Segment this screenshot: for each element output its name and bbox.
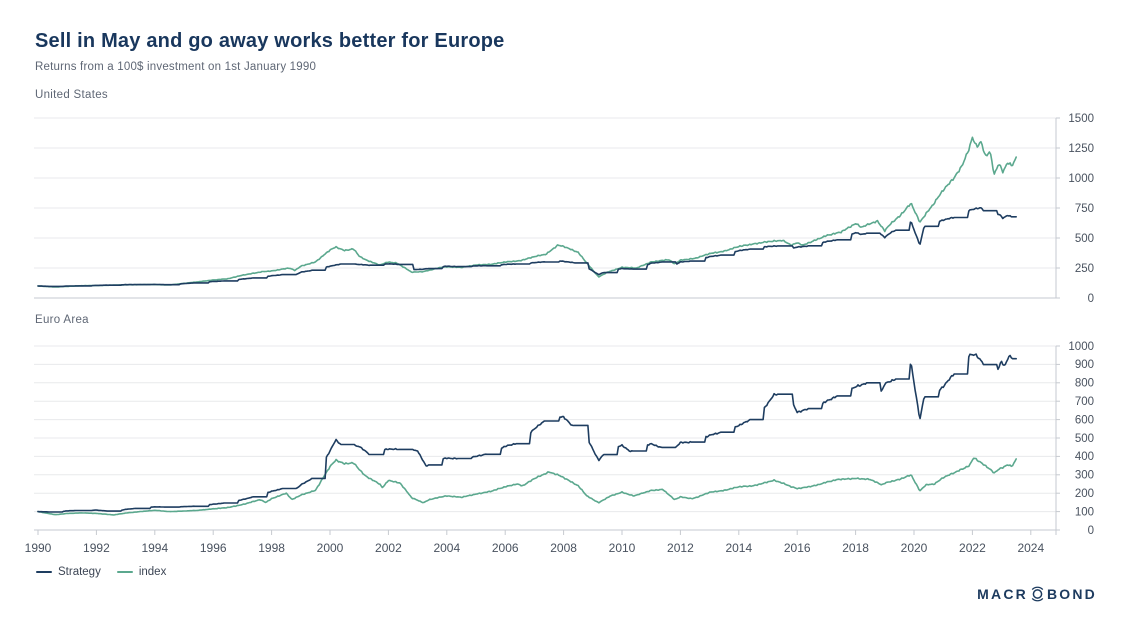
- svg-text:0: 0: [1088, 525, 1094, 537]
- panel-label-united-states: United States: [35, 89, 108, 101]
- logo-o-icon: [1031, 586, 1044, 602]
- svg-text:300: 300: [1075, 470, 1094, 482]
- strategy-line-swatch: [36, 570, 52, 574]
- svg-text:2010: 2010: [609, 541, 636, 555]
- svg-text:1990: 1990: [25, 541, 52, 555]
- svg-text:700: 700: [1075, 396, 1094, 408]
- index-line-swatch: [116, 570, 133, 574]
- svg-text:1996: 1996: [200, 541, 227, 555]
- svg-text:1992: 1992: [83, 541, 110, 555]
- svg-text:2002: 2002: [375, 541, 402, 555]
- svg-text:500: 500: [1075, 433, 1094, 445]
- svg-text:500: 500: [1075, 233, 1094, 245]
- svg-text:2014: 2014: [725, 541, 752, 555]
- svg-text:1000: 1000: [1068, 173, 1094, 185]
- legend-item-strategy: Strategy: [36, 566, 101, 578]
- svg-text:2016: 2016: [784, 541, 811, 555]
- panel-label-euro-area: Euro Area: [35, 314, 89, 326]
- svg-text:1250: 1250: [1068, 143, 1094, 155]
- page-title: Sell in May and go away works better for…: [35, 30, 505, 52]
- logo-text-right: BOND: [1046, 585, 1097, 602]
- chart-united-states: 0 250 500 750 1000 1250 1500: [34, 113, 1094, 305]
- svg-text:2020: 2020: [901, 541, 928, 555]
- logo-text-left: MACR: [977, 585, 1028, 602]
- svg-text:600: 600: [1075, 414, 1094, 426]
- svg-text:250: 250: [1075, 263, 1094, 275]
- svg-text:1000: 1000: [1068, 341, 1094, 353]
- legend-item-index: index: [116, 566, 167, 578]
- svg-text:0: 0: [1088, 293, 1094, 305]
- svg-text:2022: 2022: [959, 541, 986, 555]
- svg-text:900: 900: [1075, 359, 1094, 371]
- chart-euro-area: 0 100 200 300 400 500 600 700 800 900 1000 1990 1992…: [25, 341, 1094, 555]
- svg-text:2018: 2018: [842, 541, 869, 555]
- svg-text:2024: 2024: [1017, 541, 1044, 555]
- svg-text:2008: 2008: [550, 541, 577, 555]
- chart-subtitle: Returns from a 100$ investment on 1st Ja…: [35, 61, 317, 73]
- svg-text:2004: 2004: [433, 541, 460, 555]
- svg-text:400: 400: [1075, 451, 1094, 463]
- legend-label-strategy: Strategy: [58, 566, 101, 578]
- svg-text:1500: 1500: [1068, 113, 1094, 125]
- macrobond-logo: MACR BOND: [977, 585, 1097, 602]
- svg-text:800: 800: [1075, 378, 1094, 390]
- svg-text:2000: 2000: [317, 541, 344, 555]
- svg-text:750: 750: [1075, 203, 1094, 215]
- svg-text:2006: 2006: [492, 541, 519, 555]
- svg-text:2012: 2012: [667, 541, 694, 555]
- svg-text:1998: 1998: [258, 541, 285, 555]
- svg-text:200: 200: [1075, 488, 1094, 500]
- legend-label-index: index: [138, 566, 167, 578]
- svg-text:1994: 1994: [141, 541, 168, 555]
- svg-text:100: 100: [1075, 506, 1094, 518]
- legend: Strategy index: [36, 566, 166, 578]
